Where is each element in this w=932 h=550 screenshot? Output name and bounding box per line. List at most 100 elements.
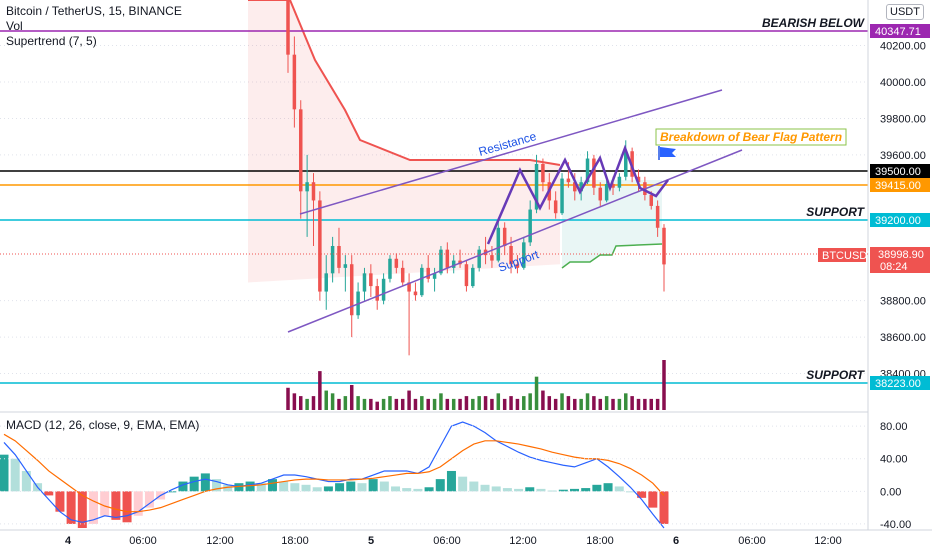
volume-bar bbox=[483, 396, 488, 410]
volume-bar bbox=[515, 398, 520, 410]
macd-histogram-bar bbox=[458, 476, 468, 492]
volume-bar bbox=[439, 393, 443, 410]
macd-pane bbox=[0, 421, 868, 529]
candle-body bbox=[528, 209, 532, 243]
volume-bar bbox=[598, 398, 603, 410]
candle-body bbox=[611, 184, 615, 188]
candle-body bbox=[324, 273, 328, 292]
macd-histogram-bar bbox=[402, 488, 412, 492]
last-price-countdown: 08:24 bbox=[880, 261, 908, 273]
volume-bars bbox=[286, 360, 666, 410]
macd-histogram-bar bbox=[122, 491, 132, 523]
macd-histogram-bar bbox=[480, 484, 490, 492]
volume-bar bbox=[356, 396, 360, 410]
candle-body bbox=[477, 249, 481, 268]
volume-bar bbox=[432, 398, 437, 410]
last-price-symbol-badge bbox=[818, 248, 866, 262]
candle-body bbox=[369, 273, 373, 287]
macd-histogram-bar bbox=[55, 491, 65, 512]
level-badge bbox=[870, 178, 930, 192]
volume-bar bbox=[426, 398, 430, 410]
candle-body bbox=[394, 258, 399, 268]
macd-histogram-bar bbox=[21, 470, 31, 492]
time-tick-label: 12:00 bbox=[509, 535, 537, 547]
macd-histogram-bar bbox=[189, 476, 199, 492]
candle-body bbox=[451, 260, 456, 268]
volume-bar bbox=[471, 398, 475, 410]
volume-bar bbox=[400, 398, 405, 410]
candle-body bbox=[624, 151, 628, 177]
volume-bar bbox=[611, 398, 615, 410]
supertrend bbox=[248, 0, 663, 283]
volume-bar bbox=[305, 398, 309, 410]
volume-bar bbox=[490, 398, 494, 410]
volume-bar bbox=[369, 398, 373, 410]
level-note: SUPPORT bbox=[806, 368, 865, 382]
volume-bar bbox=[553, 398, 558, 410]
volume-bar bbox=[624, 393, 628, 410]
macd-histogram-bar bbox=[469, 481, 479, 492]
macd-histogram-bar bbox=[603, 483, 613, 492]
candle-body bbox=[286, 0, 290, 55]
macd-histogram-bar bbox=[659, 491, 669, 524]
candle-body bbox=[509, 246, 513, 265]
macd-histogram-bar bbox=[424, 487, 434, 492]
macd-histogram-bar bbox=[256, 483, 266, 492]
macd-histogram-bar bbox=[88, 491, 98, 524]
candle-body bbox=[502, 227, 507, 246]
macd-histogram-bar bbox=[648, 491, 658, 508]
candle-body bbox=[490, 255, 494, 261]
candle-body bbox=[407, 282, 411, 292]
candle-body bbox=[305, 182, 309, 192]
level-badge bbox=[870, 213, 930, 227]
candle-body bbox=[439, 249, 443, 274]
volume-bar bbox=[362, 398, 367, 410]
macd-histogram-bar bbox=[223, 484, 233, 492]
macd-histogram-bar bbox=[100, 491, 110, 516]
macd-histogram-bar bbox=[536, 488, 546, 492]
macd-tick-label: 80.00 bbox=[880, 421, 908, 433]
candle-body bbox=[362, 273, 367, 292]
volume-bar bbox=[630, 396, 634, 410]
candle-body bbox=[464, 264, 469, 287]
volume-bar bbox=[407, 390, 411, 410]
price-levels: BEARISH BELOW SUPPORT SUPPORT bbox=[0, 16, 868, 384]
macd-line bbox=[3, 421, 665, 529]
supertrend-bull-line bbox=[561, 243, 663, 269]
volume-bar bbox=[541, 390, 545, 410]
grid bbox=[0, 45, 868, 413]
macd-histogram-bar bbox=[491, 486, 501, 492]
level-badge bbox=[870, 164, 930, 178]
macd-histogram-bar bbox=[379, 481, 389, 492]
candle-body bbox=[318, 200, 322, 292]
macd-histogram-bar bbox=[323, 486, 333, 492]
candle-body bbox=[515, 264, 520, 268]
macd-histogram-bar bbox=[413, 488, 423, 492]
candle-body bbox=[662, 227, 666, 265]
macd-histogram-bar bbox=[637, 491, 647, 498]
level-badge-label: 40347.71 bbox=[875, 26, 921, 38]
time-tick-label: 4 bbox=[65, 535, 72, 547]
volume-bar bbox=[445, 398, 450, 410]
volume-bar bbox=[522, 396, 526, 410]
volume-bar bbox=[394, 398, 399, 410]
flag-icon bbox=[660, 147, 676, 157]
volume-bar bbox=[502, 398, 507, 410]
candle-body bbox=[413, 291, 418, 296]
currency-button[interactable]: USDT bbox=[886, 4, 924, 20]
time-tick-label: 06:00 bbox=[129, 535, 157, 547]
volume-bar bbox=[496, 393, 501, 410]
macd-histogram-bar bbox=[212, 479, 222, 492]
price-tick-label: 38800.00 bbox=[880, 296, 926, 308]
volume-bar bbox=[458, 398, 462, 410]
macd-histogram-bar bbox=[133, 491, 143, 516]
macd-histogram-bar bbox=[144, 491, 154, 508]
volume-bar bbox=[585, 393, 590, 410]
macd-histogram-bar bbox=[312, 487, 322, 492]
candle-body bbox=[349, 264, 354, 316]
volume-bar bbox=[375, 401, 379, 410]
macd-histogram-bar bbox=[200, 473, 210, 492]
macd-histogram-bar bbox=[435, 479, 445, 492]
candle-body bbox=[579, 182, 583, 192]
